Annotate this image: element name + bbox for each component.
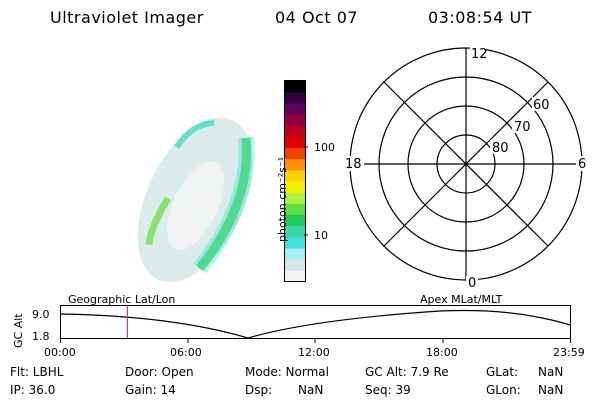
info-glon-value: NaN <box>538 383 564 397</box>
colorbar-segment <box>284 270 306 282</box>
info-glat: GLat: <box>486 365 519 379</box>
timeline-tick-0600: 06:00 <box>170 346 202 359</box>
polar-cap <box>167 161 225 251</box>
colorbar-segment <box>284 214 306 227</box>
colorbar-segment <box>284 102 306 115</box>
info-seq: Seq: 39 <box>365 383 411 397</box>
date-label: 04 Oct 07 <box>275 8 359 27</box>
timeline-right-title: Apex MLat/MLT <box>420 293 503 306</box>
mlt-label-6: 6 <box>578 157 586 172</box>
colorbar-axis: 100 10 <box>304 141 335 242</box>
colorbar-segment <box>284 158 306 171</box>
info-dsp-value: NaN <box>298 383 324 397</box>
polar-plot: 12 18 6 0 60 70 80 <box>342 47 590 288</box>
colorbar-segment <box>284 125 306 137</box>
auroral-oval-halo <box>193 137 255 274</box>
timeline-ytick-top: 9.0 <box>32 308 50 321</box>
timeline-tick-1200: 12:00 <box>298 346 330 359</box>
colorbar-segment <box>284 248 306 260</box>
info-gc-alt: GC Alt: 7.9 Re <box>365 365 449 379</box>
info-mode: Mode: Normal <box>245 365 329 379</box>
timeline-ylabel: GC Alt <box>12 313 25 348</box>
timeline-ytick-bottom: 1.8 <box>32 330 50 343</box>
mlt-label-12: 12 <box>471 47 488 62</box>
info-glon: GLon: <box>486 383 521 397</box>
info-filter: Flt: LBHL <box>10 365 64 379</box>
lat-label-70: 70 <box>514 120 531 135</box>
colorbar-segment <box>284 259 306 271</box>
colorbar <box>284 80 306 282</box>
mlt-label-18: 18 <box>345 157 362 172</box>
colorbar-label: photon cm⁻²s⁻¹ <box>276 156 289 242</box>
colorbar-segment <box>284 225 306 238</box>
timeline-tick-1800: 18:00 <box>426 346 458 359</box>
mlt-label-0: 0 <box>468 276 476 288</box>
colorbar-segment <box>284 114 306 126</box>
lat-label-60: 60 <box>533 98 550 113</box>
info-door: Door: Open <box>125 365 194 379</box>
time-label: 03:08:54 UT <box>428 8 532 27</box>
colorbar-segment <box>284 192 306 204</box>
info-dsp: Dsp: <box>245 383 273 397</box>
auroral-oval-dusk <box>145 196 172 246</box>
timeline-tick-2359: 23:59 <box>553 346 585 359</box>
colorbar-segment <box>284 236 306 249</box>
info-ip: IP: 36.0 <box>10 383 56 397</box>
colorbar-segment <box>284 136 306 148</box>
colorbar-tick-100: 100 <box>314 141 335 154</box>
info-gain: Gain: 14 <box>125 383 176 397</box>
colorbar-segment <box>284 91 306 104</box>
lat-label-80: 80 <box>492 141 509 156</box>
colorbar-segment <box>284 80 306 93</box>
info-glat-value: NaN <box>538 365 564 379</box>
timeline-tick-0000: 00:00 <box>44 346 76 359</box>
auroral-image <box>137 117 255 283</box>
auroral-oval-top <box>174 119 215 149</box>
colorbar-segment <box>284 169 306 182</box>
mlt-line-diag-2 <box>383 81 549 247</box>
auroral-oval-dawn <box>196 137 252 272</box>
instrument-title: Ultraviolet Imager <box>50 8 204 27</box>
colorbar-tick-10: 10 <box>314 229 328 242</box>
timeline-plot <box>60 305 571 343</box>
timeline-left-title: Geographic Lat/Lon <box>68 293 176 306</box>
colorbar-segment <box>284 203 306 215</box>
colorbar-segment <box>284 181 306 193</box>
altitude-curve <box>60 309 571 339</box>
colorbar-segment <box>284 147 306 160</box>
